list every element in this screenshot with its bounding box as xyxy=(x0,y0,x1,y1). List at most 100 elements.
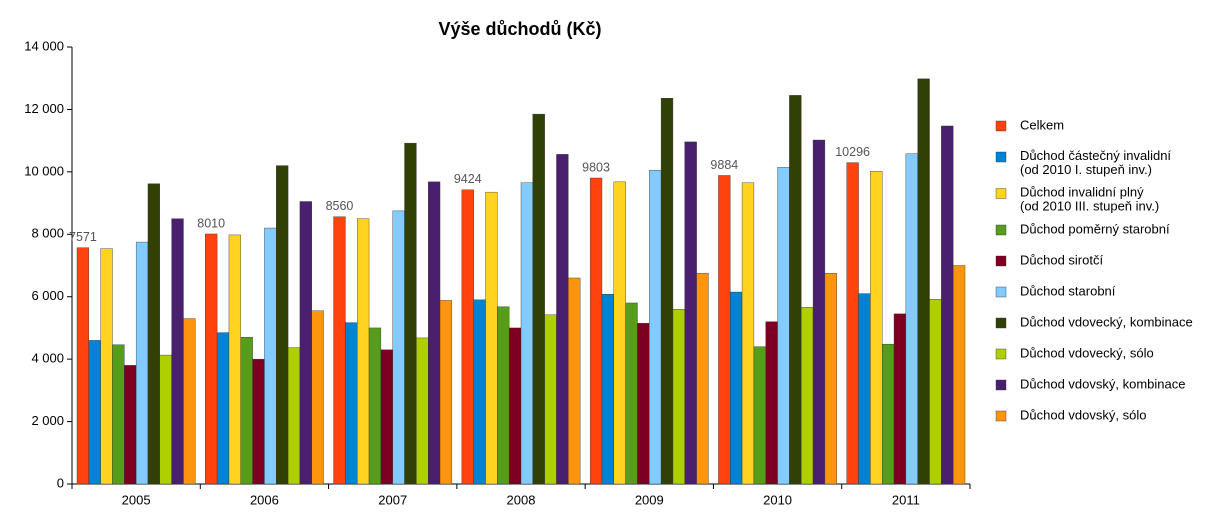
bar xyxy=(276,165,289,485)
bar xyxy=(264,227,277,485)
bar xyxy=(801,307,814,485)
data-label: 8010 xyxy=(197,216,225,230)
bar xyxy=(718,175,731,485)
bar xyxy=(333,216,346,485)
x-tick-label: 2010 xyxy=(763,492,792,507)
bar xyxy=(637,323,650,485)
bar xyxy=(357,218,370,485)
legend-swatch xyxy=(995,224,1007,236)
bar xyxy=(240,337,253,485)
bar xyxy=(368,327,382,485)
bar xyxy=(520,182,534,485)
data-label: 9803 xyxy=(582,160,610,174)
bar xyxy=(544,314,557,485)
bar xyxy=(765,321,778,485)
bar xyxy=(917,78,930,485)
bar xyxy=(941,125,954,485)
data-label: 8560 xyxy=(326,199,354,213)
bar xyxy=(649,170,662,485)
legend-label: Důchod poměrný starobní xyxy=(1020,221,1170,236)
bar xyxy=(905,153,918,485)
bar xyxy=(416,337,429,485)
legend-label: Důchod částečný invalidní (od 2010 I. stu… xyxy=(1020,148,1171,177)
legend-label: Důchod invalidní plný (od 2010 III. stupe… xyxy=(1020,185,1159,214)
bar xyxy=(171,218,184,485)
bar xyxy=(345,322,358,485)
bar xyxy=(696,273,709,485)
x-tick-label: 2006 xyxy=(250,492,279,507)
bar xyxy=(112,344,125,485)
bar xyxy=(159,354,172,485)
y-tick-label: 4 000 xyxy=(31,351,64,366)
bar xyxy=(601,294,615,485)
bar xyxy=(741,182,755,485)
data-label: 9884 xyxy=(710,158,738,172)
legend-swatch xyxy=(995,151,1007,163)
bar xyxy=(508,327,522,485)
bar xyxy=(228,234,241,485)
bar xyxy=(147,183,161,485)
legend-swatch xyxy=(995,286,1007,298)
bar xyxy=(893,313,907,485)
data-label: 7571 xyxy=(69,230,97,244)
y-tick-label: 14 000 xyxy=(24,38,64,53)
legend-label: Důchod sirotčí xyxy=(1020,252,1103,267)
bar xyxy=(299,201,312,485)
bar xyxy=(929,299,942,485)
bar xyxy=(380,349,393,485)
x-tick-label: 2009 xyxy=(635,492,664,507)
bar xyxy=(439,300,453,485)
x-tick-label: 2007 xyxy=(378,492,407,507)
bar xyxy=(613,181,626,485)
data-label: 10296 xyxy=(835,145,870,159)
legend-label: Důchod vdovský, kombinace xyxy=(1020,376,1185,391)
bar xyxy=(777,166,790,485)
y-tick-label: 8 000 xyxy=(31,226,64,241)
bar xyxy=(789,95,802,485)
bar xyxy=(135,241,149,485)
bar xyxy=(625,302,638,485)
x-tick-label: 2008 xyxy=(507,492,536,507)
y-tick-label: 12 000 xyxy=(24,101,64,116)
bar xyxy=(88,340,101,485)
bar xyxy=(76,247,90,485)
bar xyxy=(485,191,498,485)
bar xyxy=(952,265,966,485)
data-label: 9424 xyxy=(454,172,482,186)
bar xyxy=(870,171,883,485)
x-tick-label: 2005 xyxy=(122,492,151,507)
bar xyxy=(473,299,486,485)
bar xyxy=(589,177,603,485)
legend-swatch xyxy=(995,120,1007,132)
bar xyxy=(124,365,137,485)
chart-title: Výše důchodů (Kč) xyxy=(438,19,601,39)
bar xyxy=(461,189,474,485)
bar xyxy=(846,162,859,485)
bar xyxy=(824,273,837,485)
bar xyxy=(183,318,196,485)
bar xyxy=(392,210,405,485)
bar xyxy=(311,310,324,485)
legend-swatch xyxy=(995,188,1007,199)
legend-label: Celkem xyxy=(1020,117,1064,132)
bar xyxy=(497,306,510,485)
bar xyxy=(672,309,685,485)
bar xyxy=(556,154,569,485)
bar xyxy=(753,346,766,485)
bar xyxy=(428,181,441,485)
bar xyxy=(100,248,113,485)
bar xyxy=(252,358,265,485)
bar xyxy=(287,347,301,485)
legend-label: Důchod vdovecký, sólo xyxy=(1020,345,1154,360)
bar xyxy=(216,332,230,485)
bar xyxy=(730,291,743,485)
y-tick-label: 6 000 xyxy=(31,288,64,303)
y-tick-label: 10 000 xyxy=(24,163,64,178)
legend-swatch xyxy=(995,255,1007,267)
y-tick-label: 0 xyxy=(57,475,64,490)
legend-label: Důchod vdovecký, kombinace xyxy=(1020,314,1193,329)
bar xyxy=(858,293,871,485)
bar xyxy=(205,233,218,485)
bar xyxy=(404,142,417,485)
